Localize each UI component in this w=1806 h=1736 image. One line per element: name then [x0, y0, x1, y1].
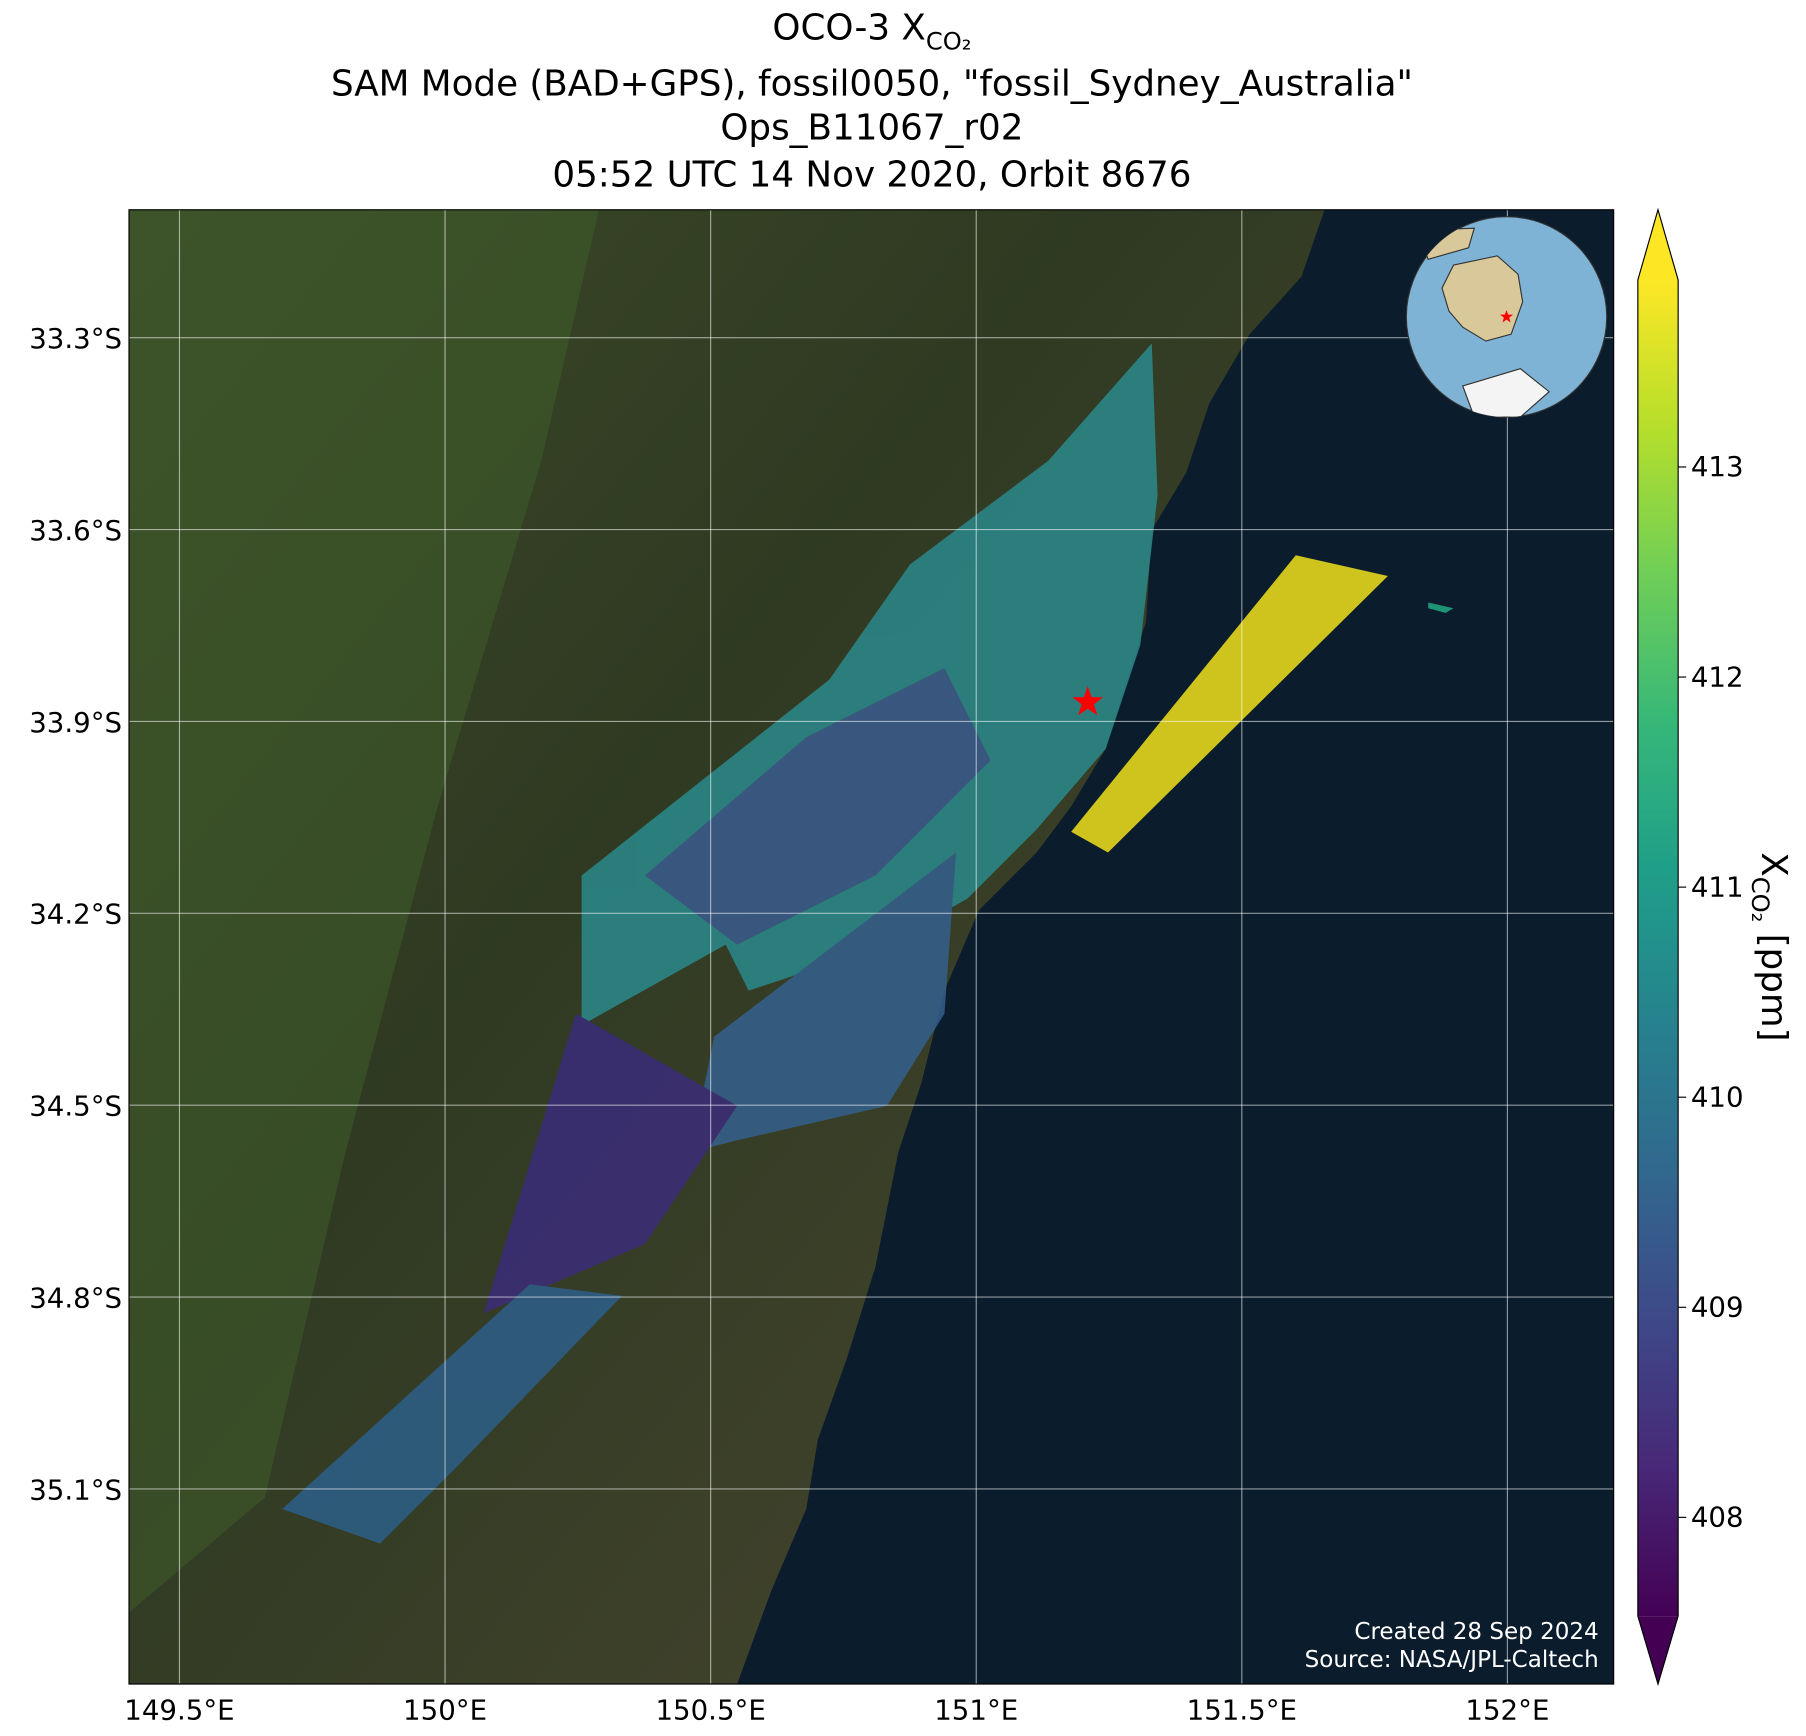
y-tick-label: 33.6°S — [29, 514, 122, 547]
x-tick-label: 149.5°E — [124, 1694, 234, 1727]
title-main: OCO-3 X — [772, 7, 925, 48]
footprints — [282, 343, 1454, 1544]
colorbar-tick-label: 412 — [1691, 660, 1744, 693]
x-tick-label: 151.5°E — [1187, 1694, 1297, 1727]
map-frame — [128, 209, 1615, 1685]
colorbar-tick-label: 408 — [1691, 1501, 1744, 1534]
south-swath-2 — [483, 1013, 738, 1314]
farmland — [129, 209, 599, 1613]
title: OCO-3 XCO₂ SAM Mode (BAD+GPS), fossil005… — [331, 7, 1413, 195]
title-line3: Ops_B11067_r02 — [720, 107, 1023, 148]
title-line4: 05:52 UTC 14 Nov 2020, Orbit 8676 — [552, 155, 1191, 196]
colorbar-extend-bottom — [1637, 1616, 1679, 1685]
title-sub: CO₂ — [926, 28, 972, 56]
y-tick-label: 34.5°S — [29, 1090, 122, 1123]
colorbar-tick-label: 409 — [1691, 1290, 1744, 1323]
y-tick-label: 33.9°S — [29, 706, 122, 739]
colorbar-label-unit: [ppm] — [1753, 922, 1794, 1041]
x-tick-label: 150.5°E — [655, 1694, 765, 1727]
colorbar-tick-label: 410 — [1691, 1080, 1744, 1113]
inset-land — [1415, 227, 1551, 418]
colorbar-extend-top — [1637, 209, 1679, 281]
sam-swath-part — [645, 668, 991, 945]
y-tick-label: 33.3°S — [29, 322, 122, 355]
colorbar-frame — [1637, 207, 1679, 1687]
y-tick-label: 34.2°S — [29, 898, 122, 931]
title-line1: OCO-3 XCO₂ — [772, 7, 971, 55]
grid — [129, 209, 1614, 1685]
colorbar-label: XCO₂ [ppm] — [1746, 852, 1794, 1041]
colorbar-label-main: X — [1753, 852, 1794, 876]
title-line2: SAM Mode (BAD+GPS), fossil0050, "fossil_… — [331, 64, 1413, 105]
inset-site-marker — [1499, 309, 1514, 323]
credit-line: Source: NASA/JPL-Caltech — [1305, 1647, 1599, 1673]
south-swath — [691, 852, 956, 1152]
footprint-single — [1428, 602, 1454, 613]
y-tick-label: 34.8°S — [29, 1281, 122, 1314]
x-tick-label: 150°E — [403, 1694, 487, 1727]
colorbar-label-sub: CO₂ — [1746, 877, 1774, 923]
south-swath-3 — [282, 1284, 622, 1544]
x-tick-label: 151°E — [934, 1694, 1018, 1727]
colorbar-tick-label: 411 — [1691, 870, 1744, 903]
ocean-swath — [1071, 555, 1388, 853]
colorbar: 408 409 410 411 412 413 — [1637, 207, 1744, 1687]
colorbar-body — [1637, 280, 1679, 1617]
credit-line: Created 28 Sep 2024 — [1354, 1619, 1598, 1645]
colorbar-tick-label: 413 — [1691, 450, 1744, 483]
site-marker — [1072, 686, 1104, 716]
x-tick-label: 152°E — [1465, 1694, 1549, 1727]
y-tick-label: 35.1°S — [29, 1473, 122, 1506]
